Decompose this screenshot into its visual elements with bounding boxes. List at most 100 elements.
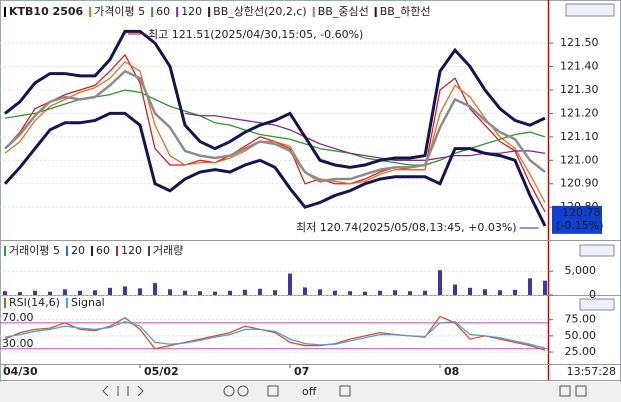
tool-button[interactable] — [575, 385, 587, 397]
y-tick-label: 121.00 — [560, 153, 599, 166]
volume-bar — [93, 290, 97, 295]
legend-swatch — [90, 246, 93, 256]
volume-bar — [3, 291, 7, 295]
annotation: 최저 120.74(2025/05/08,13:45, +0.03%) — [296, 221, 517, 234]
legend-swatch — [65, 246, 68, 256]
y-tick-label: 121.40 — [560, 60, 599, 73]
volume-bar — [183, 290, 187, 295]
series-line — [4, 29, 546, 169]
volume-bar — [138, 288, 142, 295]
x-tick-label: 07 — [294, 365, 309, 378]
volume-bar — [528, 278, 532, 295]
legend-swatch — [374, 7, 377, 17]
volume-bar — [243, 289, 247, 295]
legend-swatch — [147, 246, 150, 256]
volume-bar — [363, 291, 367, 295]
last-price-box — [552, 205, 602, 234]
reference-label: 70.00 — [2, 311, 34, 324]
y-tick-label: 121.20 — [560, 106, 599, 119]
legend-label: 60 — [156, 5, 170, 18]
tool-button[interactable] — [339, 385, 351, 397]
volume-bar — [303, 287, 307, 295]
y-tick-label: 121.50 — [560, 36, 599, 49]
legend-label: 120 — [121, 244, 142, 257]
legend-label: KTB10 2506 — [9, 5, 84, 18]
legend-swatch — [4, 7, 6, 17]
volume-bar — [33, 290, 37, 295]
series-line — [4, 315, 546, 351]
volume-bar — [423, 290, 427, 295]
legend-swatch — [4, 298, 6, 308]
volume-bar — [213, 291, 217, 295]
legend-swatch — [89, 7, 92, 17]
scroll-buttons[interactable] — [102, 385, 144, 397]
legend-label: 20 — [71, 244, 85, 257]
legend-label: Signal — [71, 296, 105, 309]
series-line — [4, 320, 546, 349]
volume-bar — [393, 290, 397, 295]
volume-bar — [123, 286, 127, 295]
volume-bar — [258, 288, 262, 295]
tool-button[interactable] — [267, 385, 279, 397]
legend-label: 가격이평 5 — [94, 5, 145, 18]
volume-bar — [63, 289, 67, 295]
volume-bar — [453, 284, 457, 295]
volume-bar — [318, 289, 322, 295]
volume-bar — [333, 290, 337, 295]
reference-label: 30.00 — [2, 337, 34, 350]
volume-bar — [348, 291, 352, 295]
legend-swatch — [151, 7, 154, 17]
volume-bar — [168, 289, 172, 295]
toolbar-label[interactable]: off — [302, 385, 317, 398]
legend-label: BB_중심선 — [318, 5, 369, 18]
volume-bar — [543, 280, 547, 295]
y-tick-label: 25.00 — [565, 345, 597, 358]
volume-bar — [273, 290, 277, 295]
last-price: 120.78 — [562, 206, 601, 219]
x-tick-label: 04/30 — [3, 365, 38, 378]
x-tick-label: 08 — [444, 365, 459, 378]
legend-label: 거래량 — [153, 244, 183, 257]
clock: 13:57:28 — [567, 365, 616, 378]
legend-label: 거래이평 5 — [9, 244, 60, 257]
volume-bar — [288, 273, 292, 295]
volume-bar — [513, 289, 517, 295]
panel-buttons[interactable] — [565, 3, 615, 311]
volume-bar — [153, 283, 157, 295]
legend-label: 60 — [96, 244, 110, 257]
volume-bar — [108, 287, 112, 295]
volume-bar — [498, 290, 502, 295]
volume-bar — [408, 291, 412, 295]
volume-bar — [228, 290, 232, 295]
legend-swatch — [4, 246, 6, 256]
series-line — [3, 111, 547, 227]
volume-bar — [18, 292, 22, 295]
volume-bar — [198, 291, 202, 295]
volume-bar — [378, 290, 382, 295]
last-change: (-0.15%) — [556, 219, 604, 232]
y-tick-label: 5,000 — [565, 264, 597, 277]
legend-swatch — [208, 7, 211, 17]
volume-bar — [438, 270, 442, 295]
zoom-in[interactable] — [237, 385, 249, 397]
legend-swatch — [115, 246, 118, 256]
toolbar-icons[interactable] — [102, 385, 587, 397]
zoom-out[interactable] — [223, 385, 235, 397]
volume-bar — [48, 291, 52, 295]
volume-bar — [483, 289, 487, 295]
legend-swatch — [176, 7, 179, 17]
series-line — [4, 61, 546, 203]
tool-button[interactable] — [559, 385, 571, 397]
legend-swatch — [65, 298, 68, 308]
legend-label: RSI(14,6) — [9, 296, 60, 309]
panel-button[interactable] — [579, 298, 615, 311]
panel-button[interactable] — [579, 244, 615, 257]
y-tick-label: 50.00 — [565, 329, 597, 342]
annotation: 최고 121.51(2025/04/30,15:05, -0.60%) — [148, 28, 363, 41]
y-tick-label: 121.10 — [560, 130, 599, 143]
x-tick-label: 05/02 — [144, 365, 179, 378]
series-line — [4, 69, 546, 183]
y-tick-label: 121.30 — [560, 83, 599, 96]
panel-button[interactable] — [565, 3, 615, 17]
